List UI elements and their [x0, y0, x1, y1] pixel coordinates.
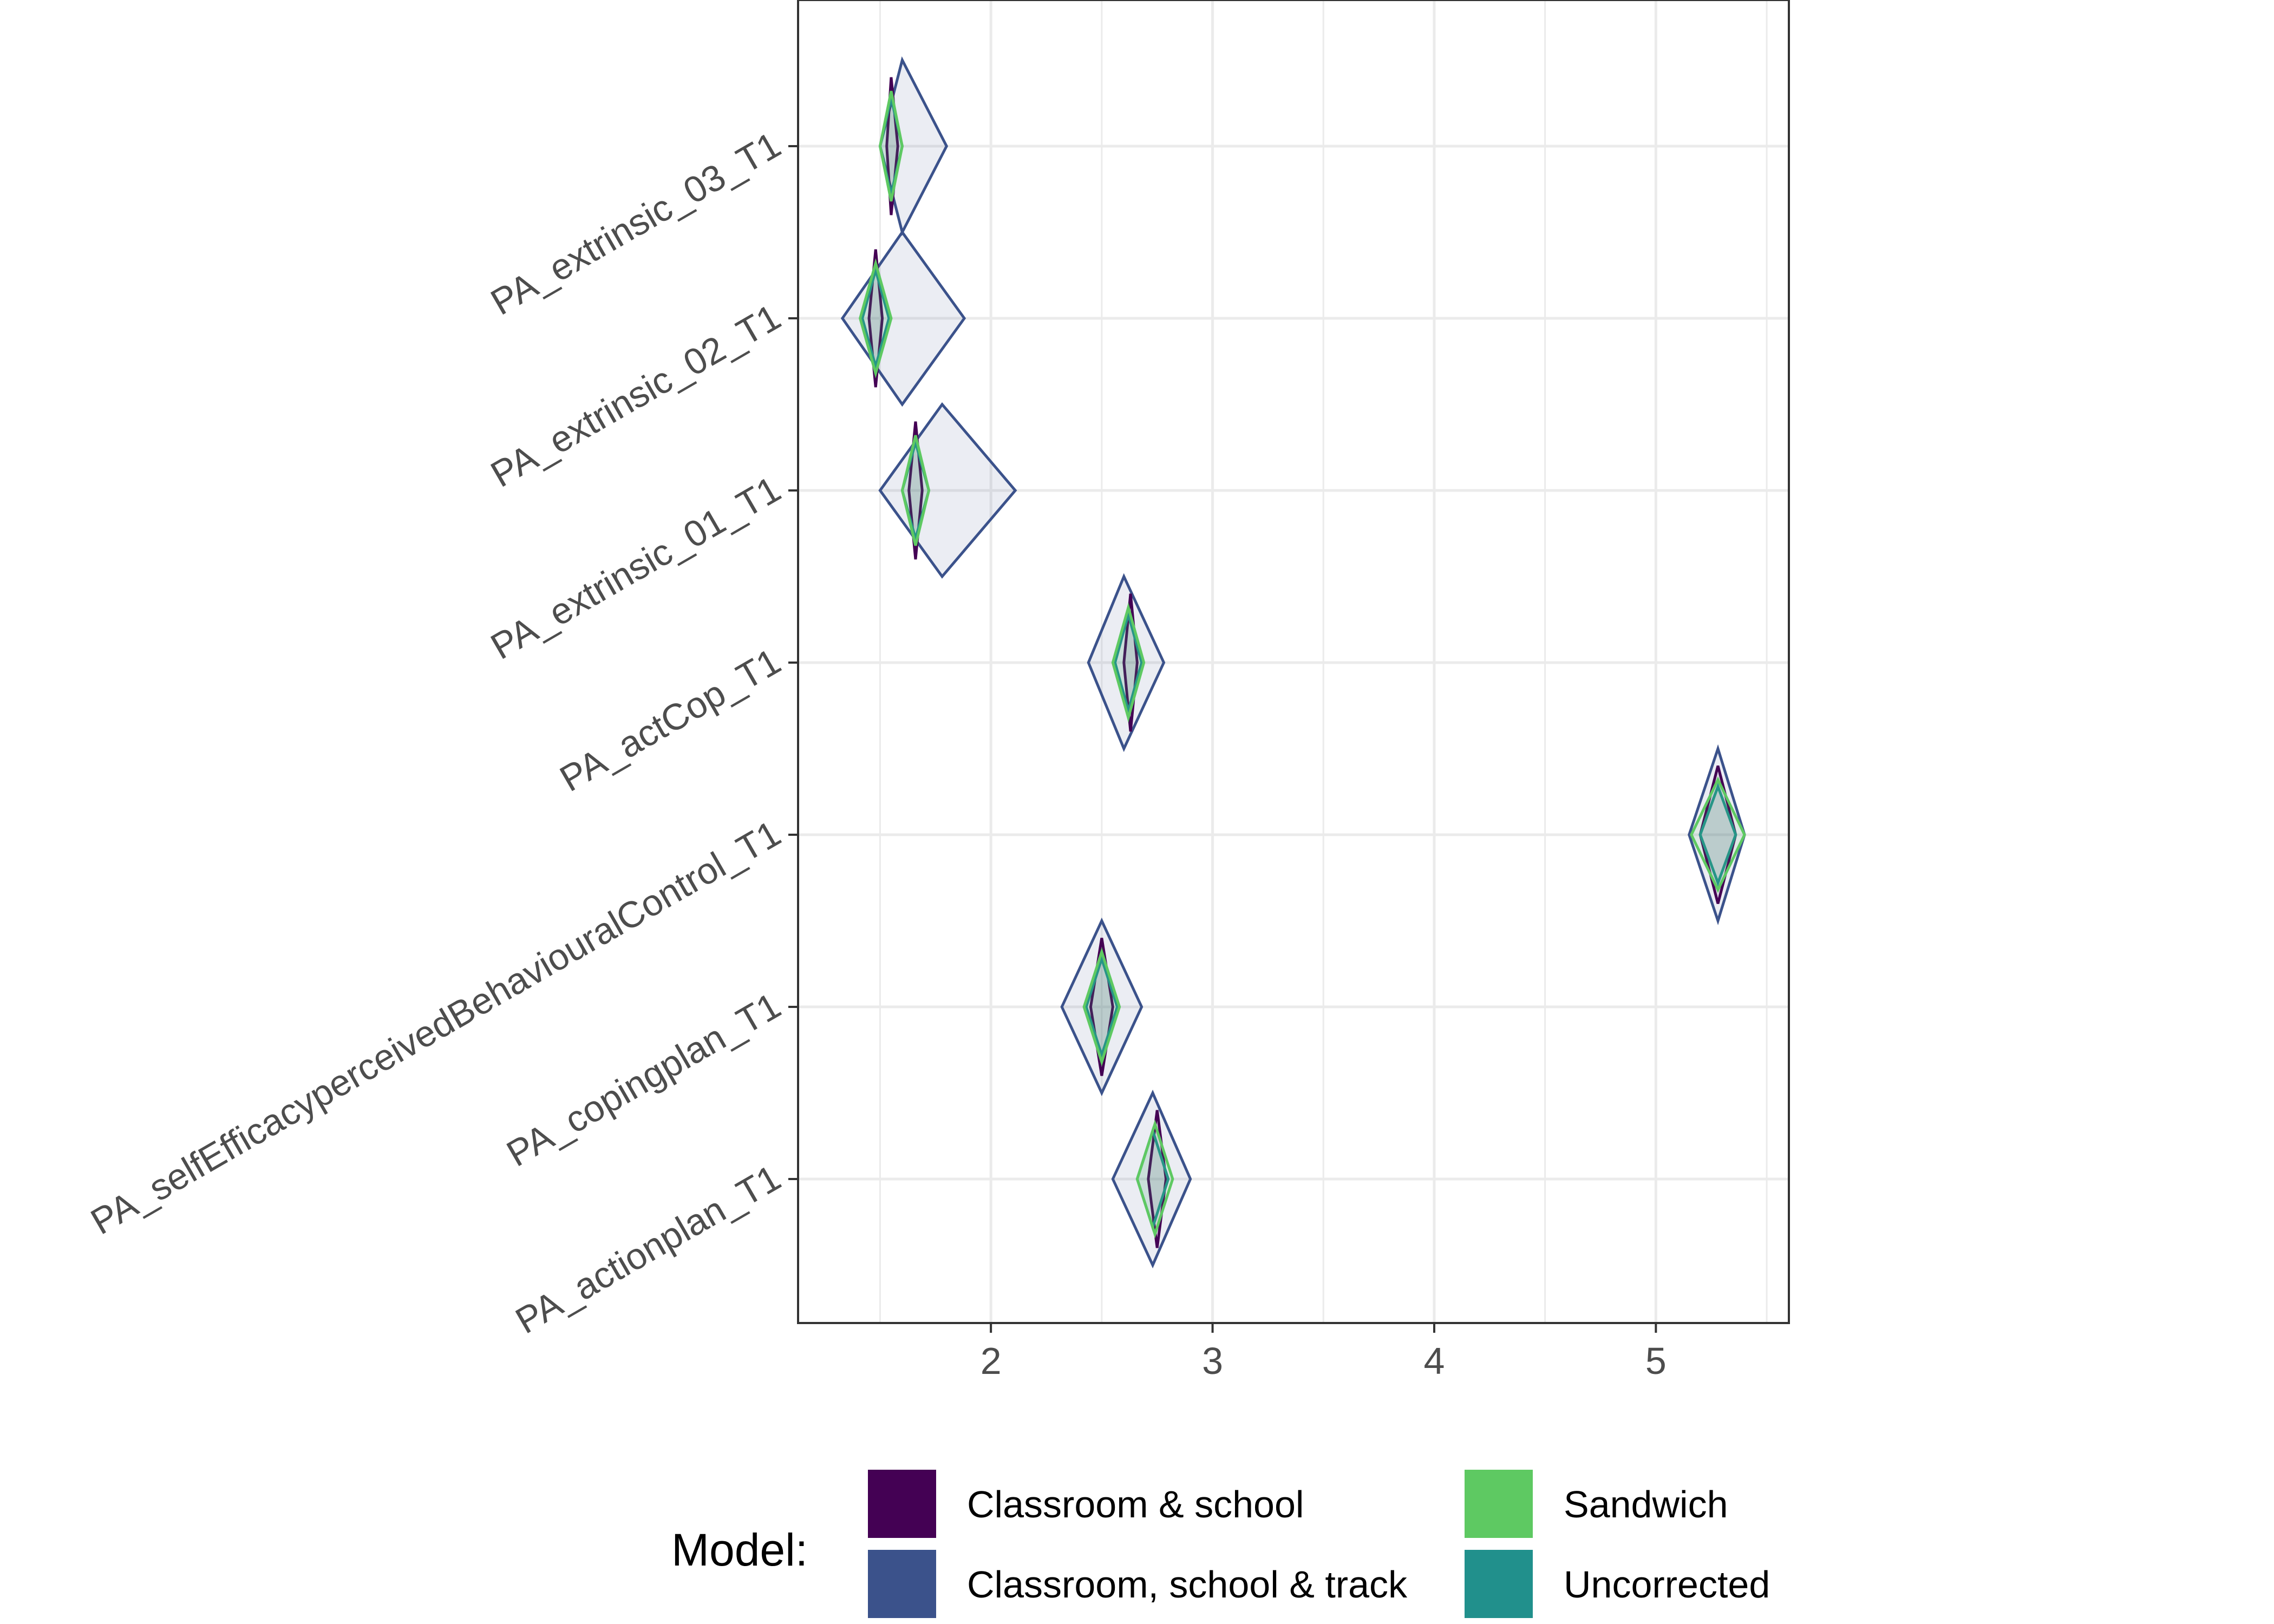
legend-label: Classroom, school & track	[967, 1563, 1408, 1606]
diamond-mark	[1087, 573, 1166, 752]
diamond-mark	[1060, 918, 1143, 1096]
diamond-mark	[1082, 947, 1121, 1066]
diamond-mark	[1698, 782, 1737, 887]
diamond-mark	[1084, 954, 1119, 1060]
diamond-mark	[900, 435, 931, 546]
legend-label: Sandwich	[1564, 1483, 1728, 1525]
diamond-mark	[861, 265, 891, 372]
legend: Model: Classroom & school Classroom, scho…	[671, 1466, 1770, 1621]
x-tick-label: 3	[1202, 1340, 1223, 1382]
diamond-mark	[859, 258, 893, 378]
diamond-mark	[1135, 1119, 1174, 1239]
legend-key	[1461, 1466, 1536, 1541]
diamond-mark	[878, 90, 904, 202]
legend-key	[1461, 1547, 1536, 1621]
legend-label: Classroom & school	[967, 1483, 1304, 1525]
series-group	[840, 56, 1746, 1269]
legend-label: Uncorrected	[1564, 1563, 1770, 1606]
x-tick-label: 5	[1645, 1340, 1667, 1382]
diamond-mark	[1111, 1089, 1192, 1269]
series-group	[859, 90, 1746, 1239]
diamond-mark	[1113, 609, 1143, 716]
legend-title: Model:	[671, 1524, 808, 1575]
x-tick-label: 4	[1423, 1340, 1445, 1382]
legend-key	[865, 1466, 939, 1541]
diamond-mark	[1690, 776, 1746, 893]
diamond-mark	[1111, 603, 1146, 723]
legend-key	[865, 1547, 939, 1621]
x-axis: 2 3 4 5	[981, 1323, 1667, 1382]
x-tick-label: 2	[981, 1340, 1002, 1382]
diamond-mark	[878, 56, 949, 236]
marks-layer	[840, 56, 1746, 1269]
